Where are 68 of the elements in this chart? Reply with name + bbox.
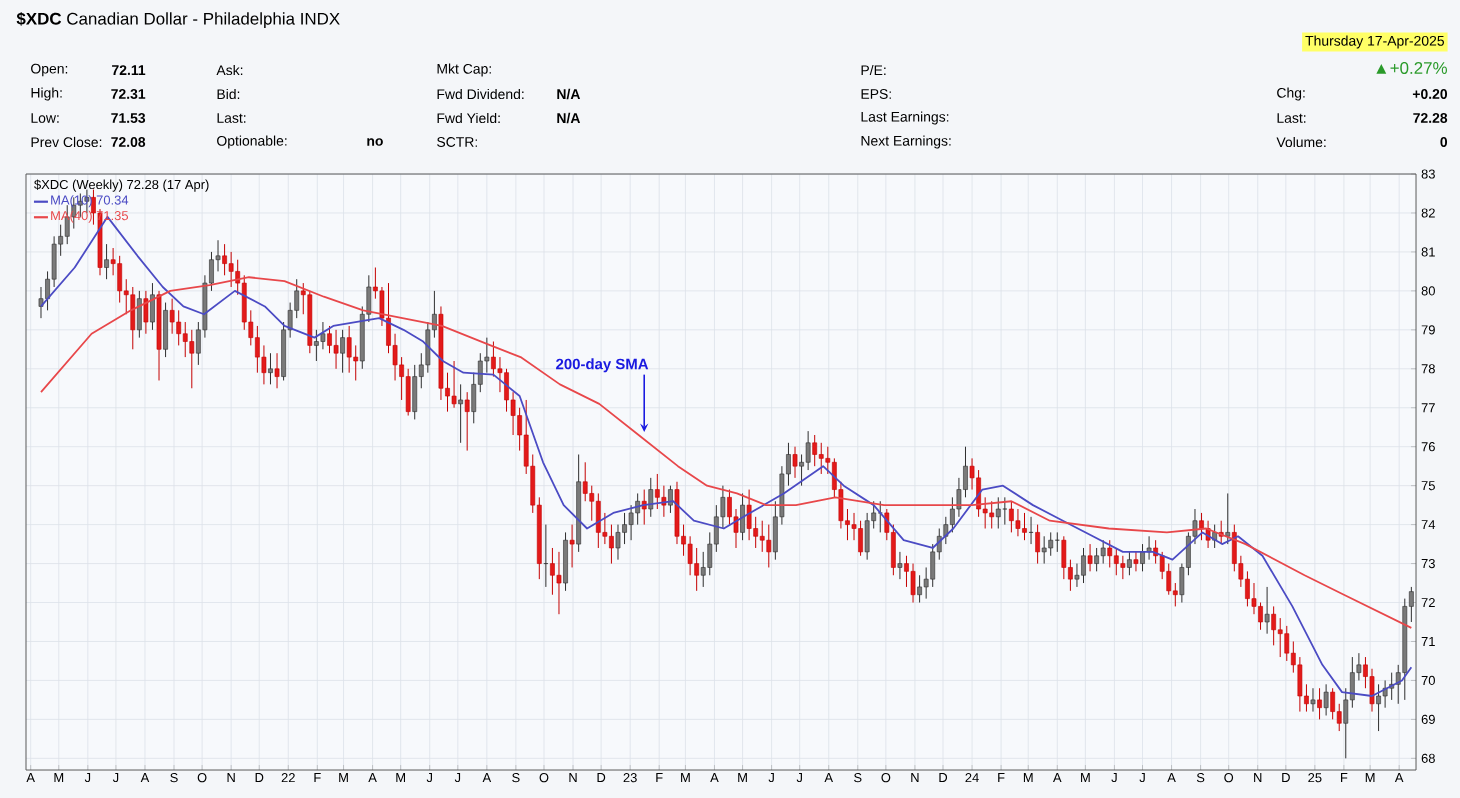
- candlestick: [340, 329, 345, 374]
- candlestick: [1100, 539, 1106, 565]
- candlestick: [1317, 687, 1322, 720]
- candlestick: [1323, 683, 1329, 716]
- candlestick: [189, 329, 195, 389]
- candlestick: [163, 302, 168, 358]
- candlestick: [1113, 547, 1119, 576]
- candlestick: [1048, 531, 1054, 557]
- candlestick: [1310, 687, 1316, 713]
- candlestick: [458, 383, 463, 444]
- candlestick: [746, 489, 752, 541]
- candlestick: [1009, 500, 1014, 533]
- candlestick: [1284, 625, 1290, 662]
- candlestick: [1376, 683, 1381, 732]
- candlestick: [1041, 535, 1047, 565]
- candlestick: [464, 391, 470, 452]
- candlestick: [1133, 551, 1139, 572]
- candlestick: [1094, 547, 1099, 572]
- candlestick: [1330, 687, 1336, 720]
- candlestick: [1015, 508, 1021, 537]
- candlestick: [897, 551, 903, 580]
- candlestick: [117, 255, 123, 304]
- candlestick: [989, 500, 995, 529]
- candlestick: [858, 520, 863, 557]
- candlestick: [143, 290, 149, 335]
- candlestick: [1199, 512, 1204, 541]
- candlestick: [668, 485, 673, 514]
- candlestick: [228, 251, 234, 288]
- candlestick: [563, 531, 568, 592]
- candlestick: [1120, 555, 1126, 580]
- candlestick: [995, 496, 1001, 529]
- candlestick: [740, 492, 745, 541]
- candlestick: [910, 563, 916, 604]
- candlestick: [346, 325, 352, 374]
- candlestick: [136, 290, 142, 339]
- candlestick: [812, 434, 818, 467]
- candlestick: [1107, 539, 1113, 568]
- candlestick: [917, 574, 922, 604]
- candlestick: [556, 551, 562, 615]
- chart-title: $XDC Canadian Dollar - Philadelphia INDX: [16, 11, 340, 29]
- candlestick: [274, 352, 280, 389]
- candlestick: [1022, 512, 1027, 541]
- candlestick: [314, 329, 319, 362]
- candlestick: [595, 492, 601, 549]
- candlestick: [451, 360, 457, 409]
- candlestick: [818, 442, 824, 475]
- candlestick: [648, 477, 654, 518]
- candlestick: [1277, 617, 1283, 658]
- candlestick: [1271, 605, 1277, 646]
- candlestick: [333, 329, 339, 370]
- text: ▲+0.27%: [1376, 62, 1448, 74]
- candlestick: [150, 282, 155, 331]
- candlestick: [1002, 496, 1008, 526]
- candlestick: [268, 352, 273, 385]
- candlestick: [654, 473, 660, 510]
- candlestick: [412, 364, 418, 420]
- candlestick: [792, 446, 798, 479]
- candlestick: [569, 524, 575, 568]
- candlestick: [1035, 524, 1040, 565]
- candlestick: [1081, 547, 1086, 584]
- candlestick: [766, 524, 772, 568]
- candlestick: [130, 286, 136, 350]
- candlestick: [1127, 551, 1132, 576]
- candlestick: [1225, 492, 1231, 545]
- candlestick: [1264, 586, 1270, 635]
- candlestick: [1087, 543, 1093, 572]
- candlestick: [1140, 543, 1145, 572]
- candlestick: [104, 243, 109, 280]
